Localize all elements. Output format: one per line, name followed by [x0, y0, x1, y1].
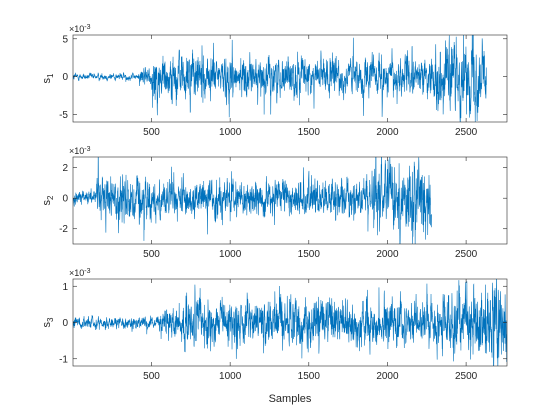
y-tick-label: 1	[62, 282, 68, 293]
y-tick-label: -5	[59, 110, 68, 121]
x-tick-label: 2000	[376, 249, 399, 260]
y-exponent-label: ×10-3	[69, 268, 91, 278]
x-tick-label: 2000	[376, 127, 399, 138]
x-tick-label: 2000	[376, 371, 399, 382]
subplot-2: 500 1000 1500 2000 2500 -2 0 2×10-3 s2	[41, 146, 508, 260]
subplot-1: 500 1000 1500 2000 2500 -5 0 5×10-3 s1	[41, 24, 508, 138]
x-tick-label: 2500	[455, 249, 478, 260]
y-tick-label: 2	[62, 163, 68, 174]
signal-trace-3	[73, 279, 507, 366]
axes-box-2	[72, 156, 508, 245]
y-axis-label-1: s1	[41, 73, 55, 84]
x-tick-label: 1000	[219, 249, 242, 260]
x-tick-label: 1500	[298, 127, 321, 138]
x-tick-label: 1500	[298, 371, 321, 382]
y-tick-label: 0	[62, 318, 68, 329]
x-tick-label: 500	[143, 127, 160, 138]
x-tick-label: 1000	[219, 371, 242, 382]
signal-trace-1	[73, 35, 487, 122]
y-tick-label: 0	[62, 72, 68, 83]
x-tick-label: 500	[143, 249, 160, 260]
x-tick-label: 2500	[455, 127, 478, 138]
y-tick-label: 0	[62, 194, 68, 205]
signal-trace-2	[73, 157, 432, 244]
y-exponent-label: ×10-3	[69, 146, 91, 156]
x-axis-label: Samples	[269, 393, 312, 405]
y-tick-label: -1	[59, 354, 68, 365]
y-tick-label: 5	[62, 34, 68, 45]
x-tick-label: 2500	[455, 371, 478, 382]
x-tick-label: 500	[143, 371, 160, 382]
subplot-3: 500 1000 1500 2000 2500 -1 0 1×10-3 s3	[41, 268, 508, 382]
y-axis-label-3: s3	[41, 317, 55, 328]
y-exponent-label: ×10-3	[69, 24, 91, 34]
y-axis-label-2: s2	[41, 195, 55, 206]
x-tick-label: 1500	[298, 249, 321, 260]
y-tick-label: -2	[59, 224, 68, 235]
x-tick-label: 1000	[219, 127, 242, 138]
axes-box-1	[72, 34, 508, 123]
